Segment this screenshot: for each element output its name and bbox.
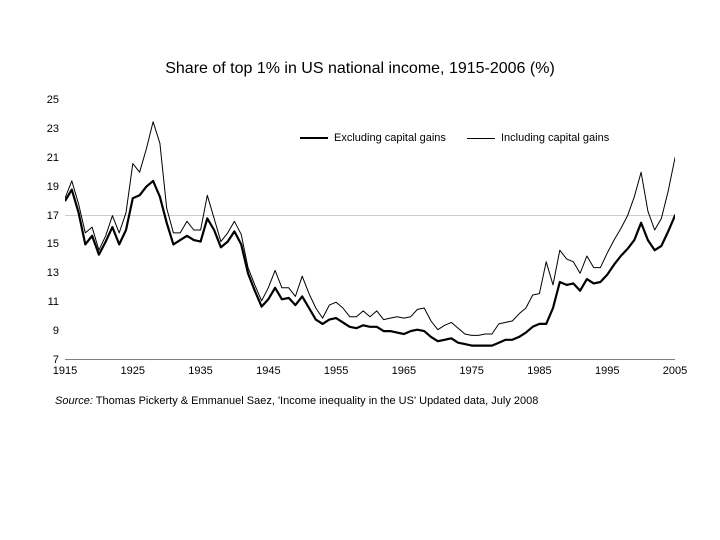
series-including_capital_gains	[65, 122, 675, 336]
x-axis-label: 1975	[459, 365, 483, 377]
x-axis-label: 1925	[121, 365, 145, 377]
x-axis-label: 1915	[53, 365, 77, 377]
legend-swatch-excluding	[300, 137, 328, 139]
y-axis-label: 21	[35, 152, 59, 164]
y-axis-label: 23	[35, 123, 59, 135]
x-axis-label: 1935	[188, 365, 212, 377]
x-axis-label: 1995	[595, 365, 619, 377]
chart-title: Share of top 1% in US national income, 1…	[0, 60, 720, 78]
x-axis-label: 1985	[527, 365, 551, 377]
x-axis-label: 1945	[256, 365, 280, 377]
series-excluding_capital_gains	[65, 181, 675, 346]
x-axis-label: 2005	[663, 365, 687, 377]
source-label: Source:	[55, 395, 93, 407]
chart-legend: Excluding capital gains Including capita…	[300, 132, 609, 144]
y-axis-label: 15	[35, 238, 59, 250]
y-axis-label: 9	[35, 325, 59, 337]
y-axis-label: 19	[35, 181, 59, 193]
x-axis-label: 1965	[392, 365, 416, 377]
source-citation: Source: Thomas Pickerty & Emmanuel Saez,…	[55, 395, 538, 407]
y-axis-label: 13	[35, 267, 59, 279]
legend-swatch-including	[467, 138, 495, 139]
x-axis-label: 1955	[324, 365, 348, 377]
legend-label-including: Including capital gains	[501, 132, 609, 144]
source-text: Thomas Pickerty & Emmanuel Saez, 'Income…	[93, 395, 538, 407]
legend-label-excluding: Excluding capital gains	[334, 132, 446, 144]
y-axis-label: 11	[35, 296, 59, 308]
y-axis-label: 25	[35, 94, 59, 106]
y-axis-label: 17	[35, 210, 59, 222]
